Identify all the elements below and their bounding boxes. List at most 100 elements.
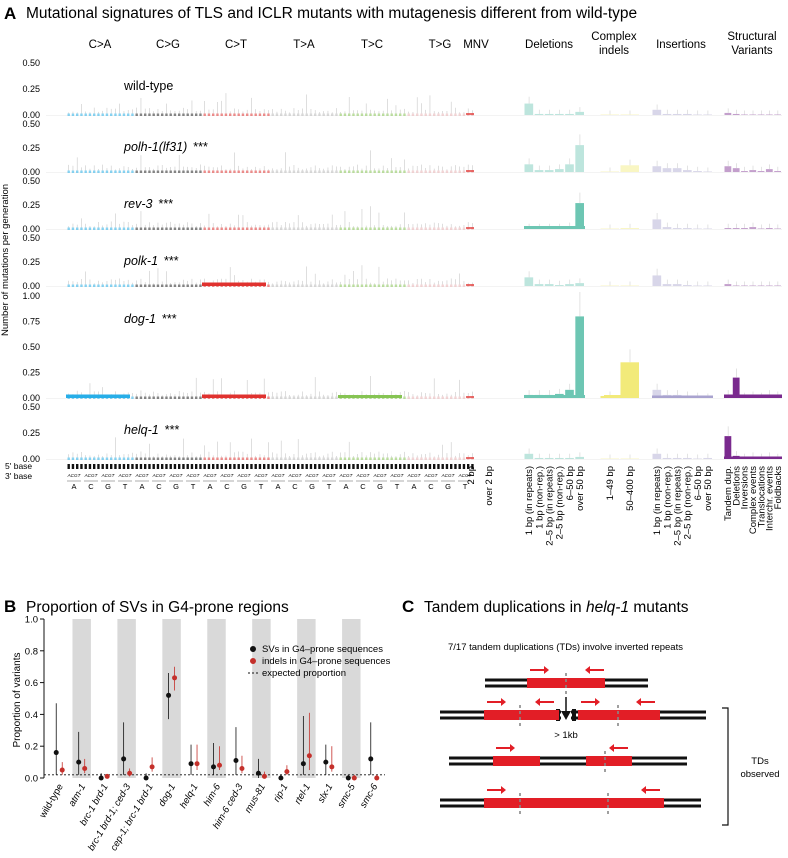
context-bar <box>148 457 151 460</box>
insertion-bar <box>662 457 672 459</box>
context-bar <box>301 284 304 287</box>
complex-indel-bar <box>620 228 639 229</box>
context-bar <box>428 170 432 173</box>
context-tick <box>445 464 449 469</box>
track-rev-3: 0.50 0.25 0.00 rev-3 *** <box>22 176 782 234</box>
context-bar <box>352 457 355 460</box>
context-bar <box>292 113 296 116</box>
mini-context-label: ACGT <box>203 473 218 478</box>
bracket-label-line1: TDs <box>751 756 769 767</box>
mnv-label: 2 bp <box>466 466 477 485</box>
context-bar <box>407 113 410 116</box>
panel-c-letter: C <box>402 597 414 616</box>
y-tick-label: 0.2 <box>25 742 38 753</box>
sv-label: Interchr. events <box>765 466 776 531</box>
context-bar <box>80 170 83 173</box>
context-bar <box>339 170 342 173</box>
context-bar <box>229 170 232 173</box>
context-tick <box>199 464 202 469</box>
context-tick <box>348 464 351 469</box>
context-bar <box>67 457 70 460</box>
context-bar <box>203 113 206 116</box>
context-bar <box>382 227 385 230</box>
context-bar <box>343 227 347 230</box>
panel-c-title-pre: Tandem duplications in <box>424 599 586 616</box>
context-bar <box>207 227 211 230</box>
category-label: wild-type <box>37 782 66 821</box>
context-bar <box>369 457 372 460</box>
context-tick <box>135 464 138 469</box>
context-bar <box>114 113 117 116</box>
context-tick <box>127 464 130 469</box>
insertion-label: 1 bp (non-rep.) <box>662 466 673 529</box>
context-bar <box>437 284 440 287</box>
context-bar <box>309 113 313 116</box>
category-label: atm-1 <box>67 782 89 809</box>
context-bar <box>131 113 134 116</box>
indel-point <box>217 762 222 768</box>
three-prime-base: C <box>428 482 434 491</box>
context-bar <box>263 457 266 460</box>
context-bar <box>105 113 109 116</box>
context-tick <box>271 464 274 469</box>
context-tick <box>458 464 461 469</box>
context-bar <box>224 457 228 460</box>
indel-point <box>284 769 290 775</box>
context-bar <box>131 457 134 460</box>
context-bar <box>424 396 427 399</box>
context-bar <box>462 170 466 173</box>
context-tick <box>216 464 219 469</box>
context-bar <box>377 113 381 116</box>
context-bar <box>309 396 313 399</box>
context-bar <box>186 457 189 460</box>
context-bar <box>224 170 228 173</box>
context-bar <box>199 113 202 116</box>
sv-bar <box>732 228 740 229</box>
context-tick <box>390 464 393 469</box>
context-bar <box>420 457 423 460</box>
track-name: polk-1 *** <box>123 254 179 268</box>
track-tick-label: 0.25 <box>22 368 40 378</box>
context-tick <box>258 464 262 469</box>
context-tick <box>416 464 419 469</box>
context-bar <box>246 170 249 173</box>
insertion-bar <box>662 227 672 229</box>
indel-point <box>104 773 110 779</box>
insertion-bar <box>672 284 682 286</box>
transition-arrowhead <box>561 711 571 720</box>
context-bar <box>156 284 160 287</box>
sv-bar <box>749 285 757 286</box>
context-bar <box>292 170 296 173</box>
track-name-text: helq-1 <box>124 423 159 437</box>
group-header-5: T>G <box>429 39 452 51</box>
context-bar <box>97 457 100 460</box>
tandem-duplication-diagram <box>440 666 706 814</box>
panel-a-title: Mutational signatures of TLS and ICLR mu… <box>26 5 637 22</box>
context-bar <box>335 457 338 460</box>
context-bar <box>84 113 87 116</box>
context-bar <box>411 396 415 399</box>
context-bar <box>258 170 262 173</box>
context-tick <box>403 464 406 469</box>
context-bar <box>178 457 181 460</box>
insertion-bar <box>672 168 682 172</box>
context-bar <box>135 284 138 287</box>
context-bar <box>462 113 466 116</box>
context-bar <box>131 170 134 173</box>
indel-point <box>329 764 335 770</box>
context-bar <box>365 170 368 173</box>
context-bar <box>424 457 427 460</box>
context-bar <box>424 113 427 116</box>
group-header-0: C>A <box>89 39 112 51</box>
inverted-repeat-arrowhead <box>544 666 549 674</box>
group-header-row: C>A C>G C>T T>A T>C T>G MNV Deletions Complex ind… <box>89 31 777 57</box>
inverted-repeat-arrowhead <box>595 698 600 706</box>
context-bar <box>241 457 245 460</box>
context-bar <box>348 170 351 173</box>
insertion-bar <box>703 457 712 459</box>
three-prime-base: T <box>327 482 332 491</box>
context-bar <box>314 396 317 399</box>
insertion-bar <box>683 285 692 286</box>
context-bar <box>216 170 219 173</box>
deletion-bar <box>534 284 544 286</box>
